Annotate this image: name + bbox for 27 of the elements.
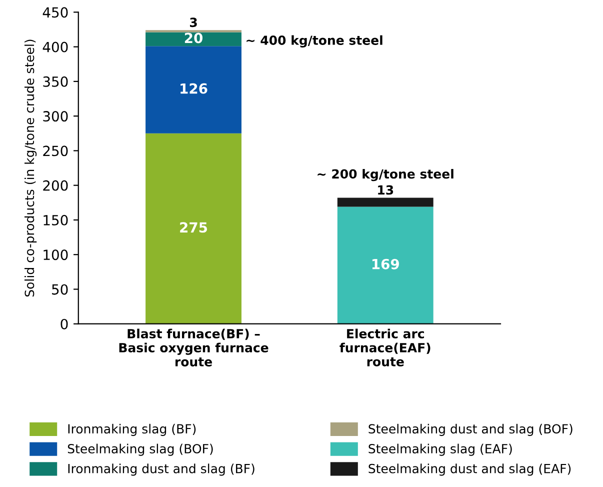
x-tick-label: Electric arc furnace(EAF) route — [340, 328, 430, 366]
legend-label: Steelmaking slag (EAF) — [368, 444, 512, 456]
legend-label: Steelmaking dust and slag (EAF) — [368, 464, 571, 476]
y-tick-label: 150 — [44, 214, 68, 226]
legend-label: Steelmaking dust and slag (BOF) — [368, 424, 572, 436]
y-tick-label: 450 — [42, 7, 68, 18]
y-tick-label: 200 — [43, 180, 68, 191]
y-tick-label: 100 — [44, 250, 68, 260]
data-label: 275 — [180, 222, 208, 233]
x-tick-label: Blast furnace(BF) – Basic oxygen furnace route — [119, 328, 268, 366]
annotation: ~ 200 kg/tone steel — [318, 168, 454, 182]
data-label: 20 — [184, 32, 203, 44]
y-tick-label: 50 — [52, 284, 68, 295]
y-tick-label: 300 — [43, 111, 68, 122]
data-label: 126 — [180, 83, 208, 94]
y-tick-label: 350 — [43, 76, 68, 87]
legend-label: Ironmaking dust and slag (BF) — [68, 464, 254, 476]
data-label: 3 — [190, 18, 197, 28]
data-label: 13 — [378, 185, 394, 195]
y-tick-label: 0 — [60, 318, 68, 330]
y-tick-label: 400 — [42, 42, 68, 52]
annotation: ~ 400 kg/tone steel — [246, 35, 382, 48]
data-label: 169 — [372, 258, 399, 270]
y-axis-title: Solid co-products (in kg/tone crude steel) — [24, 40, 37, 297]
y-tick-label: 250 — [43, 146, 68, 156]
legend-label: Ironmaking slag (BF) — [68, 424, 196, 436]
legend-label: Steelmaking slag (BOF) — [68, 444, 213, 456]
